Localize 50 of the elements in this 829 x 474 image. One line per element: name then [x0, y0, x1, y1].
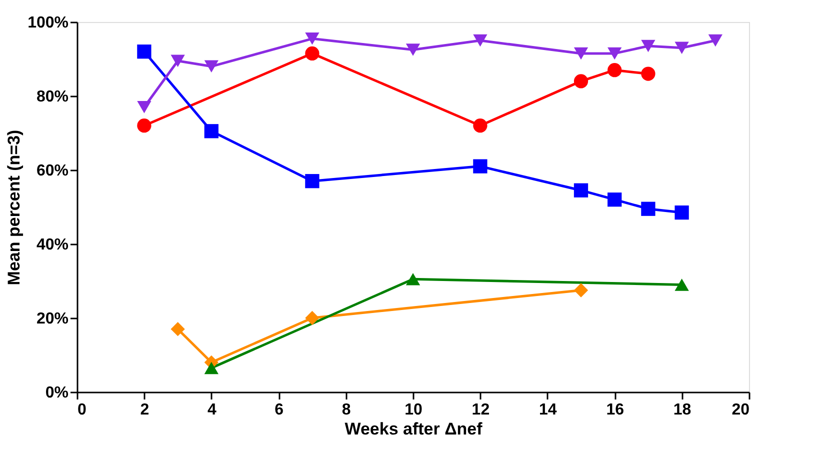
point — [674, 278, 689, 291]
point — [641, 66, 656, 81]
point — [473, 159, 488, 174]
point — [641, 202, 656, 216]
y-tick-label: 60% — [36, 162, 68, 180]
y-tick-label: 0% — [45, 384, 68, 402]
point — [406, 44, 420, 56]
x-tick-label: 20 — [732, 402, 750, 418]
point — [608, 192, 622, 207]
point — [406, 273, 420, 286]
point — [137, 100, 152, 114]
point — [574, 47, 588, 60]
point — [473, 118, 488, 133]
point — [170, 322, 185, 336]
point — [305, 46, 320, 61]
x-tick-label: 12 — [472, 402, 490, 418]
point — [137, 118, 152, 133]
point — [305, 32, 320, 45]
point — [674, 42, 689, 54]
x-tick-label: 6 — [274, 402, 284, 418]
point — [170, 54, 185, 67]
point — [137, 44, 152, 59]
point — [674, 205, 689, 220]
point — [608, 47, 622, 60]
y-axis-title: Mean percent (n=3) — [4, 130, 24, 286]
x-tick-label: 8 — [342, 402, 351, 418]
x-tick-label: 16 — [606, 402, 624, 418]
y-tick-label: 100% — [28, 14, 68, 32]
x-tick-label: 4 — [207, 402, 216, 418]
x-tick-label: 10 — [404, 402, 422, 418]
x-tick-label: 0 — [78, 402, 86, 418]
y-tick-label: 80% — [36, 88, 68, 106]
point — [473, 34, 488, 47]
point — [608, 63, 622, 78]
y-tick-label: 40% — [36, 236, 68, 254]
point — [641, 40, 656, 52]
point — [574, 74, 588, 88]
point — [204, 124, 218, 138]
x-tick-label: 14 — [539, 402, 557, 418]
point — [204, 362, 218, 374]
x-tick-label: 18 — [673, 402, 692, 418]
point — [574, 283, 588, 298]
x-tick-label: 2 — [140, 402, 150, 418]
point — [305, 174, 320, 188]
point — [708, 34, 722, 47]
point — [204, 60, 218, 73]
point — [574, 183, 588, 198]
y-tick-label: 20% — [36, 310, 68, 328]
x-axis-title: Weeks after Δnef — [344, 420, 483, 438]
point — [305, 310, 320, 326]
